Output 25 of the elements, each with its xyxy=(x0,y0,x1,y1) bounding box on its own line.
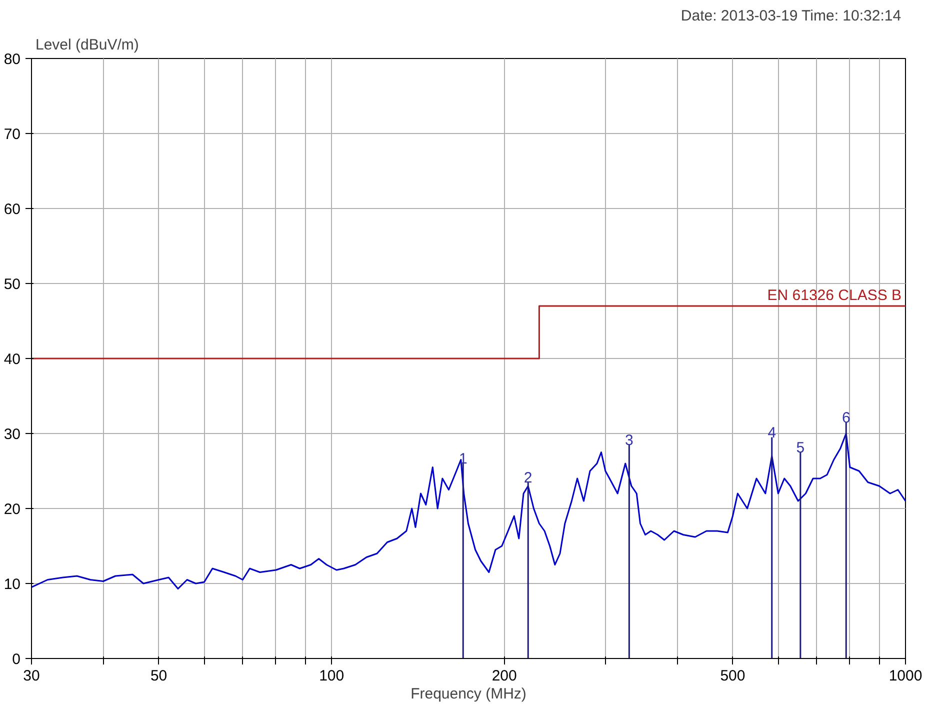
annotation: 3 xyxy=(625,432,634,449)
annotation: 6 xyxy=(842,409,850,426)
annotation: 1 xyxy=(458,450,468,468)
annotation: 2 xyxy=(524,469,532,486)
x-tick-label: 30 xyxy=(23,668,40,684)
x-tick-label: 50 xyxy=(150,668,168,684)
y-tick-label: 10 xyxy=(4,576,21,593)
text: Date: 2013-03-19 Time: 10:32:14 xyxy=(680,8,902,24)
annotation: 4 xyxy=(768,424,776,442)
x-tick-label: 1000 xyxy=(888,668,922,684)
y-tick-label: 60 xyxy=(4,201,21,218)
y-tick-label: 20 xyxy=(4,501,21,518)
y-tick-label: 40 xyxy=(4,351,21,368)
y-tick-label: 0 xyxy=(12,651,20,668)
x-tick-label: 500 xyxy=(720,668,746,684)
y-tick-label: 70 xyxy=(4,126,21,143)
annotation: 5 xyxy=(796,439,805,456)
series-label: EN 61326 CLASS B xyxy=(767,287,902,304)
y-tick-label: 80 xyxy=(4,51,21,68)
x-tick-label: 200 xyxy=(492,668,517,684)
y-axis-title: Level (dBuV/m) xyxy=(36,36,139,54)
y-tick-label: 50 xyxy=(4,276,21,293)
x-axis-title: Frequency (MHz) xyxy=(410,686,526,702)
y-tick-label: 30 xyxy=(4,426,21,443)
x-tick-label: 100 xyxy=(319,668,344,684)
